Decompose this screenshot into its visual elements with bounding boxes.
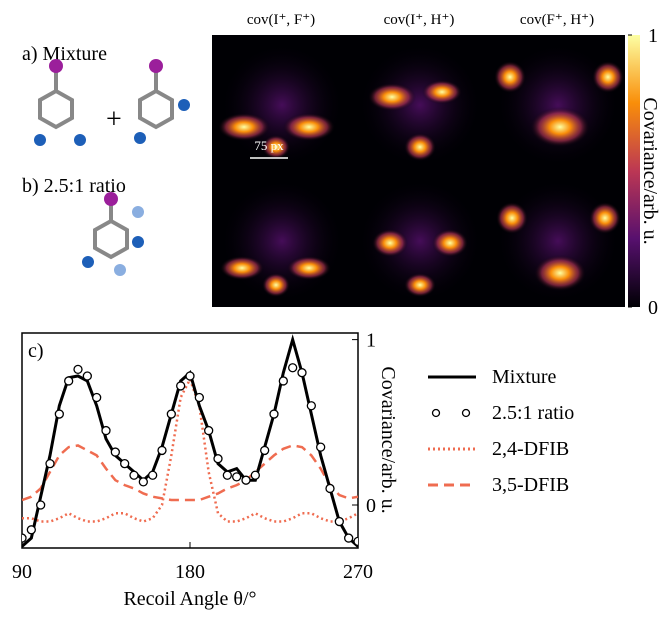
hotspot (530, 107, 590, 147)
data-point (194, 392, 204, 403)
plus-sign: + (106, 104, 122, 135)
colorbar-tick-label: 0 (648, 297, 658, 319)
data-point (92, 392, 102, 403)
hotspot (592, 61, 624, 93)
data-point (110, 447, 120, 457)
legend-marker (461, 408, 471, 418)
series-line (22, 444, 358, 502)
data-point (176, 381, 186, 391)
data-point (26, 525, 36, 535)
data-point (101, 425, 111, 436)
hotspot (262, 135, 290, 159)
x-axis-label: Recoil Angle θ/° (123, 588, 256, 610)
scale-bar-label: 75 px (254, 138, 284, 153)
y-tick-label: 1 (366, 330, 376, 352)
data-point (232, 472, 242, 482)
colorbar-label: Covariance/arb. u. (639, 97, 661, 244)
data-point (82, 371, 92, 381)
data-point (250, 470, 260, 480)
column-title: cov(I⁺, H⁺) (384, 12, 455, 28)
hotspot (589, 202, 621, 234)
hotspot (422, 80, 462, 104)
data-point (73, 364, 83, 375)
column-title: cov(I⁺, F⁺) (247, 12, 315, 28)
legend-label: 2,4-DFIB (492, 438, 569, 460)
data-point (325, 483, 335, 494)
x-tick-label: 270 (343, 561, 373, 583)
haze (358, 179, 482, 303)
hotspot (534, 255, 586, 291)
data-point (166, 409, 176, 419)
haze (496, 179, 620, 303)
panel-b-label: b) 2.5:1 ratio (22, 175, 126, 197)
data-point (185, 371, 195, 381)
data-point (138, 477, 148, 487)
hotspot (368, 83, 416, 111)
data-point (269, 409, 279, 419)
data-point (222, 470, 232, 480)
hotspot (287, 256, 331, 280)
data-point (213, 454, 223, 464)
data-point (120, 459, 130, 469)
hotspot (404, 133, 436, 161)
hotspot (283, 113, 335, 141)
data-point (353, 536, 358, 547)
heatmaps (218, 43, 624, 303)
data-point (129, 470, 139, 480)
haze (496, 43, 620, 167)
data-point (334, 516, 344, 527)
data-point (36, 500, 46, 510)
haze (358, 43, 482, 167)
hotspot (496, 202, 528, 234)
plot-frame (21, 332, 359, 549)
data-point (288, 363, 298, 373)
data-point (241, 475, 251, 485)
data-point (45, 459, 55, 469)
colorbar (628, 35, 640, 307)
series-line (22, 334, 358, 548)
data-point (54, 409, 64, 419)
data-point (316, 442, 326, 452)
legend-marker (431, 408, 441, 418)
hotspot (404, 273, 436, 297)
panel-a-label: a) Mixture (22, 43, 107, 65)
panel-c-label: c) (28, 340, 44, 362)
hotspot (494, 61, 526, 93)
legend-label: 2.5:1 ratio (492, 402, 574, 424)
data-point (204, 425, 214, 436)
data-point (148, 470, 158, 480)
data-point (260, 445, 270, 456)
data-point (297, 368, 307, 378)
hotspot (372, 229, 408, 257)
hotspot (262, 273, 290, 297)
hotspot (218, 113, 270, 141)
data-point (344, 533, 354, 543)
x-tick-label: 180 (175, 561, 205, 583)
data-point (278, 376, 288, 386)
data-point (157, 445, 167, 456)
colorbar-tick-label: 1 (648, 25, 658, 47)
data-point (64, 376, 74, 386)
data-point (22, 533, 27, 543)
legend-label: Mixture (492, 366, 557, 388)
atoms: + (34, 59, 190, 276)
column-title: cov(F⁺, H⁺) (520, 12, 594, 28)
y-axis-label: Covariance/arb. u. (377, 366, 399, 513)
x-tick-label: 90 (12, 561, 32, 583)
hotspot (432, 229, 468, 257)
legend-label: 3,5-DFIB (492, 474, 569, 496)
molecules (38, 70, 174, 260)
data-point (306, 401, 316, 411)
y-tick-label: 0 (366, 495, 376, 517)
hotspot (220, 256, 264, 280)
